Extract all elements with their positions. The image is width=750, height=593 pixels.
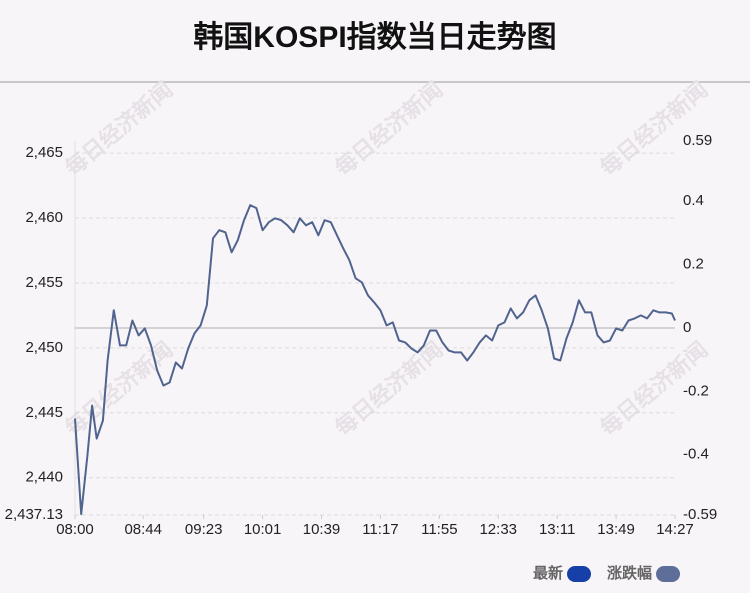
chart-title: 韩国KOSPI指数当日走势图	[193, 21, 556, 54]
y2-tick-label: -0.4	[683, 446, 709, 463]
x-tick-label: 08:00	[56, 521, 94, 538]
y2-tick-label: -0.59	[683, 506, 717, 523]
y-tick-label: 2,445	[25, 404, 63, 421]
x-tick-label: 14:27	[656, 521, 694, 538]
y-tick-label: 2,437.13	[5, 506, 63, 523]
y2-tick-label: 0.4	[683, 192, 704, 209]
legend-label: 最新	[533, 564, 563, 582]
y2-tick-label: -0.2	[683, 382, 709, 399]
y2-tick-label: 0	[683, 319, 691, 336]
price-line	[74, 204, 676, 516]
y-tick-label: 2,450	[25, 339, 63, 356]
y-tick-label: 2,465	[25, 144, 63, 161]
x-tick-label: 12:33	[479, 521, 517, 538]
x-tick-label: 08:44	[124, 521, 162, 538]
x-tick-label: 11:17	[362, 521, 398, 538]
y2-tick-label: 0.59	[683, 132, 712, 149]
y-tick-label: 2,460	[25, 209, 63, 226]
y2-tick-label: 0.2	[683, 256, 704, 273]
x-tick-label: 13:49	[597, 521, 635, 538]
x-tick-label: 13:11	[539, 521, 575, 538]
legend-item: 涨跌幅	[607, 564, 681, 582]
legend-swatch	[567, 566, 592, 582]
legend-label: 涨跌幅	[607, 564, 652, 582]
x-tick-label: 09:23	[185, 521, 223, 538]
x-tick-label: 11:55	[421, 521, 457, 538]
y-tick-label: 2,440	[25, 469, 63, 486]
y-tick-label: 2,455	[25, 274, 63, 291]
legend-swatch	[656, 566, 681, 582]
legend-item: 最新	[533, 564, 592, 582]
x-tick-label: 10:39	[303, 521, 341, 538]
x-tick-label: 10:01	[244, 521, 282, 538]
